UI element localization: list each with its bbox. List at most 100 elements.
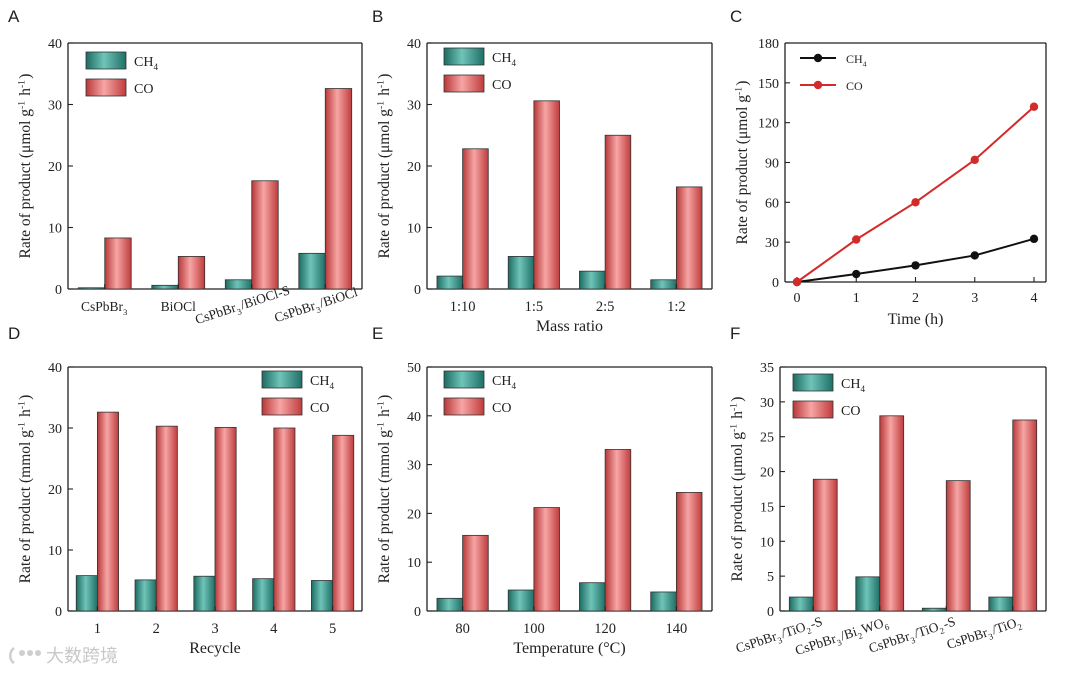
legend-swatch-ch4: [261, 370, 303, 389]
y-tick-label: 20: [760, 466, 774, 481]
y-tick-label: 0: [55, 283, 62, 298]
y-tick-label: 30: [48, 99, 62, 114]
x-tick-label: CsPbBr3 /TiO2: [945, 614, 1025, 655]
legend-label: CH4: [846, 52, 868, 69]
y-tick-label: 35: [760, 361, 774, 376]
panel-letter: F: [730, 324, 740, 343]
bar-co: [462, 148, 489, 290]
point-ch4: [911, 261, 920, 270]
legend-label: CO: [310, 401, 329, 416]
legend-marker-co: [813, 80, 823, 90]
y-tick-label: 15: [760, 500, 774, 515]
bar-ch4: [134, 579, 157, 612]
legend-swatch-co: [85, 78, 127, 97]
x-tick-label: 1:5: [525, 299, 544, 315]
panel-letter: E: [372, 324, 383, 343]
bar-co: [945, 480, 971, 612]
legend-label: CH4: [134, 55, 159, 72]
bar-co: [177, 256, 206, 290]
bar-co: [462, 534, 489, 612]
bar-ch4: [988, 596, 1014, 612]
y-tick-label: 120: [758, 117, 779, 132]
bar-co: [675, 186, 703, 290]
y-axis-title: Rate of product (mmol g-1 h-1 ): [17, 395, 34, 584]
x-tick-label: 80: [455, 621, 470, 637]
point-co: [792, 277, 802, 287]
point-ch4: [970, 251, 979, 260]
y-tick-label: 0: [767, 605, 774, 620]
panel-d: D 0 10 20 30 40 Rate of product (mmol g-1 h-1 …: [8, 324, 363, 657]
bar-ch4: [436, 597, 464, 612]
legend-label: CH4: [841, 377, 866, 394]
y-axis-title: Rate of product (μmol g-1 ): [734, 81, 751, 245]
bar-ch4: [788, 596, 814, 612]
legend-label: CH4: [492, 51, 517, 68]
y-axis-title: Rate of product (μmol g-1 h-1 ): [376, 74, 393, 259]
legend-label: CH4: [492, 374, 517, 391]
y-axis-title: Rate of product (μmol g-1 h-1 ): [17, 74, 34, 259]
y-tick-label: 0: [55, 605, 62, 620]
panel-letter: D: [8, 324, 20, 343]
legend-swatch-co: [792, 400, 834, 419]
bar-co: [214, 426, 237, 612]
panel-letter: A: [8, 7, 20, 26]
y-tick-label: 20: [48, 160, 62, 175]
y-tick-label: 180: [758, 37, 779, 52]
legend-swatch-ch4: [792, 373, 834, 392]
bar-co: [533, 507, 560, 612]
panel-e: E 0 10 20 30 40 50 Rate of product (mmol g-1 h-…: [372, 324, 713, 657]
bar-ch4: [855, 576, 881, 612]
legend-label: CH4: [310, 374, 335, 391]
series-line-ch4: [796, 237, 1035, 283]
bar-ch4: [650, 279, 677, 290]
bar-ch4: [75, 575, 98, 612]
panel-letter: B: [372, 7, 383, 26]
bar-co: [324, 88, 353, 290]
y-tick-label: 150: [758, 77, 779, 92]
panel-b: B 0 10 20 30 40 Rate of product (μmol g-1 h-1 …: [372, 7, 713, 335]
x-tick-label: 4: [270, 621, 278, 637]
bar-co: [155, 425, 178, 612]
y-tick-label: 20: [407, 160, 421, 175]
bar-ch4: [77, 287, 106, 290]
y-tick-label: 40: [48, 37, 62, 52]
bar-co: [97, 411, 119, 612]
point-co: [911, 198, 920, 207]
bar-ch4: [507, 589, 535, 612]
panel-f: F 0 5 10 15 20 25 30 35 Rate of product (μmol g-1…: [729, 324, 1047, 658]
bar-co: [604, 449, 632, 612]
bar-co: [675, 492, 703, 612]
y-tick-label: 40: [48, 361, 62, 376]
y-tick-label: 0: [414, 605, 421, 620]
x-axis-title: Mass ratio: [536, 318, 603, 335]
x-tick-label: 5: [329, 621, 336, 637]
x-tick-label: 1: [94, 621, 101, 637]
bar-ch4: [193, 575, 216, 612]
bar-co: [812, 478, 838, 612]
y-axis-title: Rate of product (μmol g-1 h-1 ): [729, 397, 746, 582]
x-tick-label: 3: [971, 291, 978, 306]
legend-label: CO: [492, 401, 511, 416]
legend-label: CO: [846, 79, 863, 93]
y-tick-label: 5: [767, 570, 774, 585]
y-axis-title: Rate of product (mmol g-1 h-1 ): [376, 395, 393, 584]
x-tick-label: 2: [912, 291, 919, 306]
bar-ch4: [151, 284, 179, 290]
y-tick-label: 20: [407, 507, 421, 522]
legend-marker-ch4: [813, 53, 823, 63]
y-tick-label: 10: [48, 544, 62, 559]
x-axis-title: Time (h): [888, 311, 944, 328]
point-co: [852, 235, 861, 244]
bar-co: [1012, 419, 1038, 612]
x-tick-label: 3: [211, 621, 218, 637]
point-co: [970, 155, 979, 165]
y-tick-label: 20: [48, 483, 62, 498]
y-tick-label: 0: [772, 276, 779, 291]
point-co: [1029, 102, 1039, 111]
legend-label: CO: [134, 82, 153, 97]
bar-ch4: [579, 270, 606, 290]
series-line-co: [796, 105, 1035, 283]
x-tick-label: BiOCl: [161, 299, 197, 314]
legend-swatch-co: [443, 397, 485, 416]
